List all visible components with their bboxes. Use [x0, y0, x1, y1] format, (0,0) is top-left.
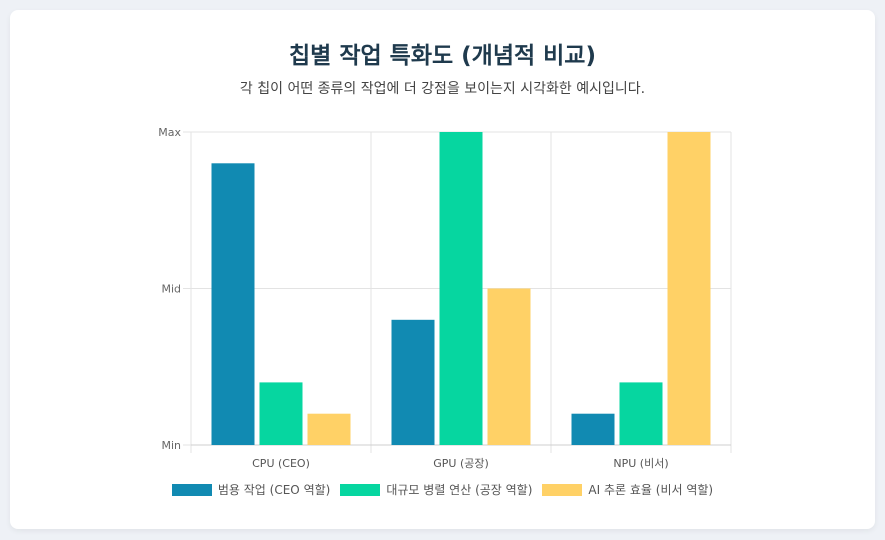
- x-tick-label: NPU (비서): [613, 457, 668, 470]
- bar: [487, 288, 531, 445]
- bar: [619, 382, 663, 445]
- bar: [211, 163, 255, 446]
- chart-subtitle: 각 칩이 어떤 종류의 작업에 더 강점을 보이는지 시각화한 예시입니다.: [239, 81, 646, 97]
- legend-label: 대규모 병렬 연산 (공장 역할): [386, 483, 533, 497]
- legend-label: AI 추론 효율 (비서 역할): [588, 483, 714, 497]
- bar: [667, 132, 711, 445]
- bar: [391, 319, 435, 445]
- bar: [307, 413, 351, 445]
- bar: [259, 382, 303, 445]
- legend-swatch: [340, 483, 381, 496]
- y-tick-label: Mid: [161, 283, 181, 296]
- legend-swatch: [171, 483, 212, 496]
- chart-legend: 범용 작업 (CEO 역할) 대규모 병렬 연산 (공장 역할) AI 추론 효율 …: [10, 481, 875, 498]
- bar: [571, 413, 615, 445]
- chart-title: 칩별 작업 특화도 (개념적 비교): [289, 43, 596, 69]
- x-tick-label: GPU (공장): [433, 457, 489, 470]
- legend-item[interactable]: 대규모 병렬 연산 (공장 역할): [340, 481, 532, 498]
- x-tick-label: CPU (CEO): [252, 457, 310, 470]
- legend-item[interactable]: 범용 작업 (CEO 역할): [171, 481, 331, 498]
- legend-swatch: [542, 483, 583, 496]
- legend-item[interactable]: AI 추론 효율 (비서 역할): [542, 481, 713, 498]
- legend-label: 범용 작업 (CEO 역할): [217, 483, 331, 497]
- y-tick-label: Min: [161, 439, 181, 452]
- bar: [439, 132, 483, 445]
- y-tick-label: Max: [158, 126, 181, 139]
